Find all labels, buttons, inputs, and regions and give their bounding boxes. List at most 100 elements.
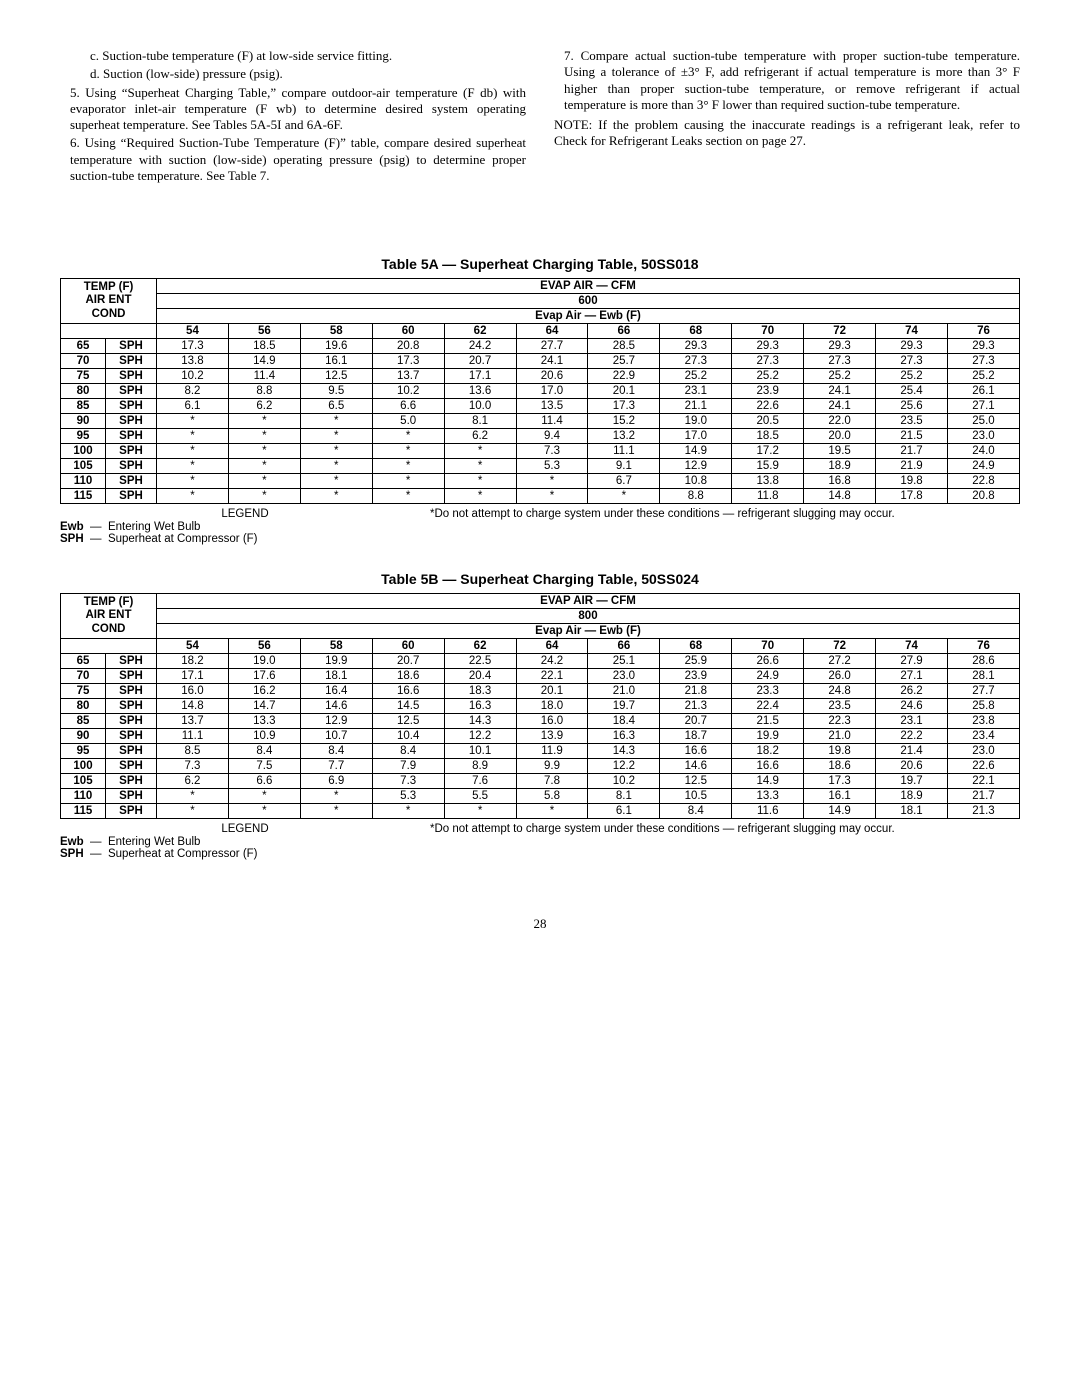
data-cell: 29.3 bbox=[804, 339, 876, 354]
table-row: 90SPH11.110.910.710.412.213.916.318.719.… bbox=[61, 729, 1020, 744]
data-cell: 27.3 bbox=[876, 354, 948, 369]
table-row: 100SPH*****7.311.114.917.219.521.724.0 bbox=[61, 444, 1020, 459]
data-cell: 23.9 bbox=[732, 384, 804, 399]
data-cell: 9.4 bbox=[516, 429, 588, 444]
data-cell: 22.1 bbox=[516, 669, 588, 684]
data-cell: 5.3 bbox=[372, 789, 444, 804]
table-row: 115SPH*******8.811.814.817.820.8 bbox=[61, 489, 1020, 504]
data-cell: 18.7 bbox=[660, 729, 732, 744]
data-cell: 14.3 bbox=[444, 714, 516, 729]
table5b-ewb-header: Evap Air — Ewb (F) bbox=[157, 624, 1020, 639]
ewb-col: 66 bbox=[588, 324, 660, 339]
data-cell: 14.9 bbox=[228, 354, 300, 369]
data-cell: 14.6 bbox=[660, 759, 732, 774]
data-cell: 21.4 bbox=[876, 744, 948, 759]
table-row: 90SPH***5.08.111.415.219.020.522.023.525… bbox=[61, 414, 1020, 429]
item-6: 6. Using “Required Suction-Tube Temperat… bbox=[70, 135, 526, 184]
data-cell: 25.0 bbox=[947, 414, 1019, 429]
temp-cell: 75 bbox=[61, 684, 106, 699]
data-cell: 25.6 bbox=[876, 399, 948, 414]
data-cell: 6.6 bbox=[372, 399, 444, 414]
data-cell: 7.5 bbox=[228, 759, 300, 774]
data-cell: 10.5 bbox=[660, 789, 732, 804]
data-cell: 23.5 bbox=[804, 699, 876, 714]
data-cell: 8.1 bbox=[588, 789, 660, 804]
data-cell: 22.1 bbox=[947, 774, 1019, 789]
data-cell: 11.4 bbox=[516, 414, 588, 429]
sph-cell: SPH bbox=[106, 399, 157, 414]
ewb-col: 56 bbox=[228, 639, 300, 654]
data-cell: 23.3 bbox=[732, 684, 804, 699]
table-row: 70SPH13.814.916.117.320.724.125.727.327.… bbox=[61, 354, 1020, 369]
data-cell: * bbox=[157, 429, 229, 444]
data-cell: 29.3 bbox=[732, 339, 804, 354]
data-cell: 23.5 bbox=[876, 414, 948, 429]
data-cell: * bbox=[444, 459, 516, 474]
data-cell: 15.9 bbox=[732, 459, 804, 474]
data-cell: 13.7 bbox=[157, 714, 229, 729]
data-cell: 6.6 bbox=[228, 774, 300, 789]
data-cell: 25.2 bbox=[947, 369, 1019, 384]
data-cell: 24.1 bbox=[804, 399, 876, 414]
data-cell: 16.0 bbox=[157, 684, 229, 699]
data-cell: 22.2 bbox=[876, 729, 948, 744]
data-cell: 15.2 bbox=[588, 414, 660, 429]
data-cell: 13.8 bbox=[732, 474, 804, 489]
table5a: TEMP (F)AIR ENTCOND EVAP AIR — CFM 600 E… bbox=[60, 278, 1020, 504]
data-cell: 26.2 bbox=[876, 684, 948, 699]
note: NOTE: If the problem causing the inaccur… bbox=[554, 117, 1020, 150]
table5b-ewb-row: 545658606264666870727476 bbox=[61, 639, 1020, 654]
legend-ewb-label: Ewb bbox=[60, 521, 84, 533]
data-cell: 17.1 bbox=[157, 669, 229, 684]
data-cell: 13.9 bbox=[516, 729, 588, 744]
data-cell: 5.5 bbox=[444, 789, 516, 804]
ewb-col: 54 bbox=[157, 639, 229, 654]
data-cell: * bbox=[444, 474, 516, 489]
data-cell: 18.2 bbox=[157, 654, 229, 669]
data-cell: 21.3 bbox=[947, 804, 1019, 819]
data-cell: 25.7 bbox=[588, 354, 660, 369]
data-cell: 21.9 bbox=[876, 459, 948, 474]
data-cell: 11.8 bbox=[732, 489, 804, 504]
sph-cell: SPH bbox=[106, 384, 157, 399]
sph-cell: SPH bbox=[106, 489, 157, 504]
data-cell: * bbox=[228, 804, 300, 819]
data-cell: * bbox=[157, 489, 229, 504]
data-cell: * bbox=[300, 804, 372, 819]
legend-sph-label: SPH bbox=[60, 533, 84, 545]
temp-cell: 80 bbox=[61, 699, 106, 714]
data-cell: * bbox=[516, 474, 588, 489]
data-cell: 27.9 bbox=[876, 654, 948, 669]
temp-cell: 75 bbox=[61, 369, 106, 384]
item-5: 5. Using “Superheat Charging Table,” com… bbox=[70, 85, 526, 134]
data-cell: 19.8 bbox=[804, 744, 876, 759]
data-cell: 21.1 bbox=[660, 399, 732, 414]
data-cell: 25.2 bbox=[660, 369, 732, 384]
data-cell: 24.1 bbox=[804, 384, 876, 399]
data-cell: * bbox=[588, 489, 660, 504]
table5b-temp-header: TEMP (F)AIR ENTCOND bbox=[61, 594, 157, 639]
data-cell: 10.7 bbox=[300, 729, 372, 744]
ewb-col: 58 bbox=[300, 324, 372, 339]
data-cell: 25.8 bbox=[947, 699, 1019, 714]
sph-cell: SPH bbox=[106, 354, 157, 369]
data-cell: 26.0 bbox=[804, 669, 876, 684]
data-cell: * bbox=[300, 444, 372, 459]
data-cell: 16.1 bbox=[804, 789, 876, 804]
data-cell: 19.7 bbox=[588, 699, 660, 714]
data-cell: 27.3 bbox=[732, 354, 804, 369]
data-cell: 9.9 bbox=[516, 759, 588, 774]
data-cell: 29.3 bbox=[660, 339, 732, 354]
ewb-col: 64 bbox=[516, 639, 588, 654]
data-cell: 14.8 bbox=[804, 489, 876, 504]
data-cell: 19.0 bbox=[228, 654, 300, 669]
data-cell: 11.9 bbox=[516, 744, 588, 759]
data-cell: 13.2 bbox=[588, 429, 660, 444]
data-cell: 13.7 bbox=[372, 369, 444, 384]
temp-cell: 110 bbox=[61, 789, 106, 804]
data-cell: * bbox=[157, 444, 229, 459]
item-c: c. Suction-tube temperature (F) at low-s… bbox=[90, 48, 526, 64]
data-cell: 6.1 bbox=[588, 804, 660, 819]
data-cell: * bbox=[300, 414, 372, 429]
data-cell: 19.5 bbox=[804, 444, 876, 459]
